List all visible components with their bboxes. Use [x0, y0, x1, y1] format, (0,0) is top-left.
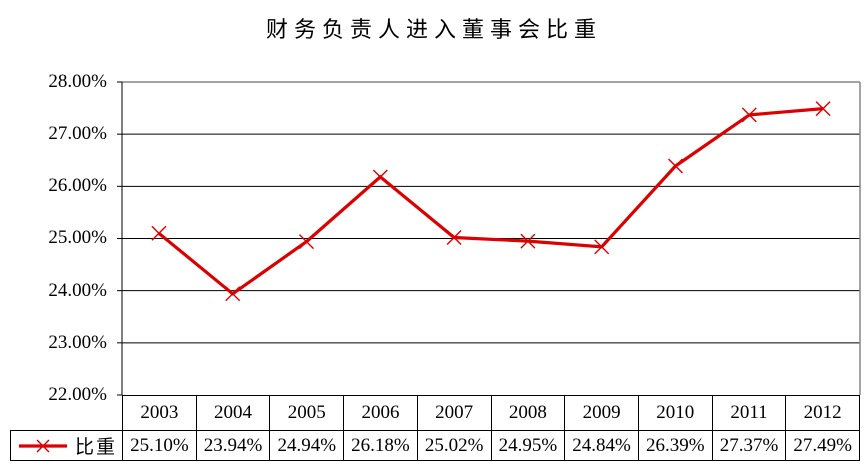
- series-value: 24.94%: [270, 431, 345, 460]
- x-category-label: 2008: [492, 396, 566, 430]
- series-value: 26.39%: [639, 431, 713, 460]
- y-tick-label: 26.00%: [48, 175, 107, 197]
- y-tick-label: 25.00%: [48, 227, 107, 249]
- series-value: 23.94%: [197, 431, 271, 460]
- series-value: 25.02%: [418, 431, 492, 460]
- y-axis: 28.00% 27.00% 26.00% 25.00% 24.00% 23.00…: [0, 71, 107, 405]
- series-value: 27.37%: [713, 431, 787, 460]
- x-category-label: 2009: [565, 396, 639, 430]
- legend-series-label: 比重: [75, 437, 118, 458]
- x-category-label: 2005: [270, 396, 345, 430]
- y-tick-label: 24.00%: [48, 279, 107, 301]
- data-table-values: 比重 25.10% 23.94% 24.94% 26.18% 25.02% 24…: [10, 430, 861, 461]
- plot-area: [117, 81, 861, 396]
- x-category-label: 2012: [786, 396, 861, 430]
- series-value: 24.84%: [565, 431, 639, 460]
- x-category-label: 2003: [123, 396, 197, 430]
- chart-title: 财务负责人进入董事会比重: [265, 17, 602, 42]
- series-value: 25.10%: [123, 431, 197, 460]
- x-category-label: 2011: [713, 396, 787, 430]
- y-tick-label: 28.00%: [48, 71, 107, 92]
- series-value: 27.49%: [786, 431, 861, 460]
- series-value: 26.18%: [344, 431, 418, 460]
- x-axis-table-years: 2003 2004 2005 2006 2007 2008 2009 2010 …: [122, 395, 861, 430]
- series-value: 24.95%: [492, 431, 566, 460]
- y-tick-label: 27.00%: [48, 123, 107, 145]
- y-tick-label: 22.00%: [48, 383, 107, 405]
- legend: 比重: [11, 431, 123, 460]
- x-category-label: 2004: [197, 396, 271, 430]
- legend-line-x-marker-icon: [19, 439, 67, 452]
- y-tick-label: 23.00%: [48, 331, 107, 353]
- x-category-label: 2007: [418, 396, 492, 430]
- x-category-label: 2006: [344, 396, 418, 430]
- x-category-label: 2010: [639, 396, 713, 430]
